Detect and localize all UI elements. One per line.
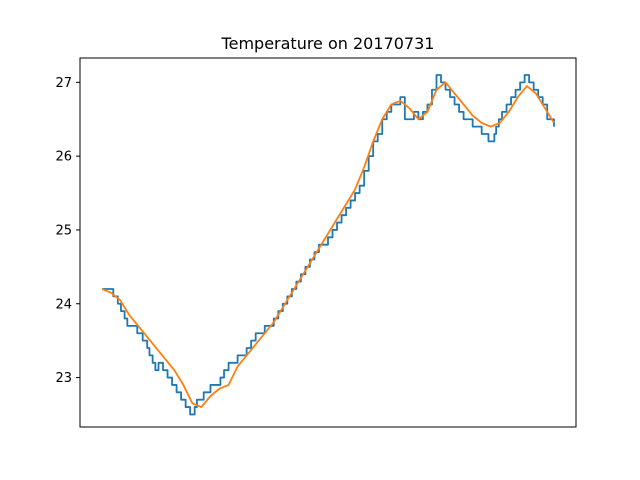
y-tick-label: 27	[55, 76, 72, 91]
plot-area: 23 24 25 26 27	[55, 57, 577, 428]
y-tick-label: 25	[55, 223, 72, 238]
axes-layer: 23 24 25 26 27	[55, 57, 577, 428]
y-tick-label: 24	[55, 297, 72, 312]
series-line-0	[102, 74, 555, 416]
chart-title: Temperature on 20170731	[221, 34, 435, 53]
y-tick-label: 26	[55, 150, 72, 165]
series-line-1	[101, 81, 555, 408]
y-tick-label: 23	[55, 371, 72, 386]
axes-frame	[79, 57, 577, 428]
series-layer	[101, 74, 555, 416]
